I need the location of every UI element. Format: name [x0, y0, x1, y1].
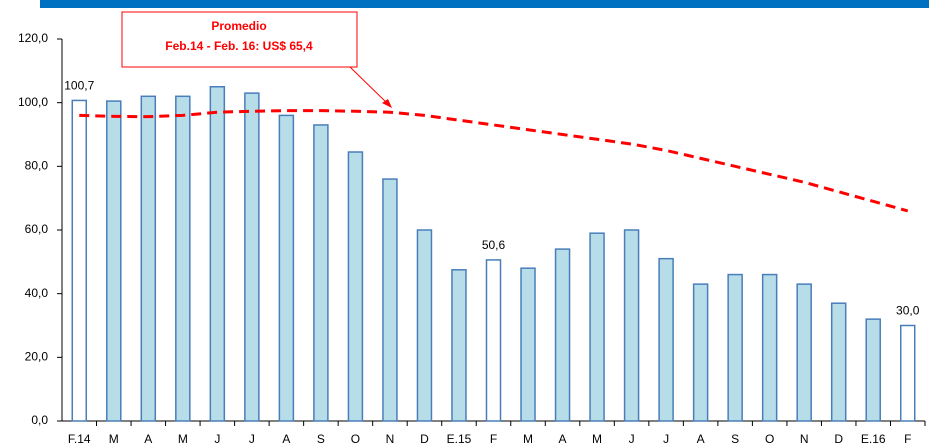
annotation-text: Promedio	[211, 19, 266, 33]
x-tick-label: O	[351, 432, 360, 446]
bar	[347, 151, 364, 422]
x-tick-label: M	[523, 432, 533, 446]
bar	[140, 95, 157, 422]
x-tick-label: J	[249, 432, 255, 446]
bar	[554, 248, 571, 422]
bar	[623, 229, 640, 422]
value-label: 100,7	[64, 79, 94, 93]
x-tick-label: O	[765, 432, 774, 446]
value-label: 30,0	[896, 304, 920, 318]
bar	[209, 86, 226, 422]
x-tick-label: E.16	[861, 432, 886, 446]
bar	[761, 273, 778, 422]
average-line	[79, 109, 909, 213]
x-tick-label: A	[697, 432, 705, 446]
y-tick-label: 120,0	[18, 31, 48, 45]
annotation-box	[121, 11, 358, 68]
x-tick-label: N	[800, 432, 809, 446]
x-tick-label: M	[178, 432, 188, 446]
bar	[451, 269, 467, 422]
value-label: 50,6	[482, 238, 506, 252]
y-tick-label: 0,0	[31, 413, 48, 427]
bar	[865, 318, 881, 422]
y-tick-label: 80,0	[25, 159, 49, 173]
x-tick-label: M	[109, 432, 119, 446]
bar	[382, 178, 398, 422]
x-tick-label: E.15	[447, 432, 472, 446]
bar	[658, 257, 674, 422]
x-tick-label: S	[731, 432, 739, 446]
x-tick-label: D	[834, 432, 843, 446]
bar	[727, 273, 743, 422]
y-tick-label: 40,0	[25, 286, 49, 300]
x-tick-label: F	[904, 432, 911, 446]
bar	[416, 229, 433, 422]
bar	[313, 124, 329, 422]
x-tick-label: A	[559, 432, 567, 446]
annotation	[121, 11, 392, 108]
annotation-pointer	[349, 66, 389, 105]
x-tick-label: A	[144, 432, 152, 446]
x-tick-label: D	[420, 432, 429, 446]
bar	[278, 114, 295, 422]
bar	[796, 283, 812, 422]
bar	[589, 232, 605, 422]
x-tick-label: S	[317, 432, 325, 446]
x-tick-label: J	[629, 432, 635, 446]
x-tick-label: A	[282, 432, 290, 446]
bar	[244, 92, 260, 422]
annotation-arrowhead	[382, 99, 392, 108]
header-band	[40, 0, 929, 8]
bar	[692, 283, 709, 422]
x-tick-label: M	[592, 432, 602, 446]
x-tick-label: J	[663, 432, 669, 446]
x-tick-label: J	[214, 432, 220, 446]
y-tick-label: 20,0	[25, 350, 49, 364]
annotation-text: Feb.14 - Feb. 16: US$ 65,4	[165, 39, 313, 53]
x-tick-label: F.14	[68, 432, 91, 446]
bar	[175, 95, 191, 422]
bar	[830, 302, 847, 422]
x-tick-label: N	[386, 432, 395, 446]
bar	[106, 100, 122, 422]
bar	[520, 267, 536, 422]
bar	[485, 259, 502, 422]
x-tick-label: F	[490, 432, 497, 446]
y-tick-label: 60,0	[25, 222, 49, 236]
y-tick-label: 100,0	[18, 95, 48, 109]
bar	[71, 99, 88, 422]
bar	[899, 324, 916, 422]
